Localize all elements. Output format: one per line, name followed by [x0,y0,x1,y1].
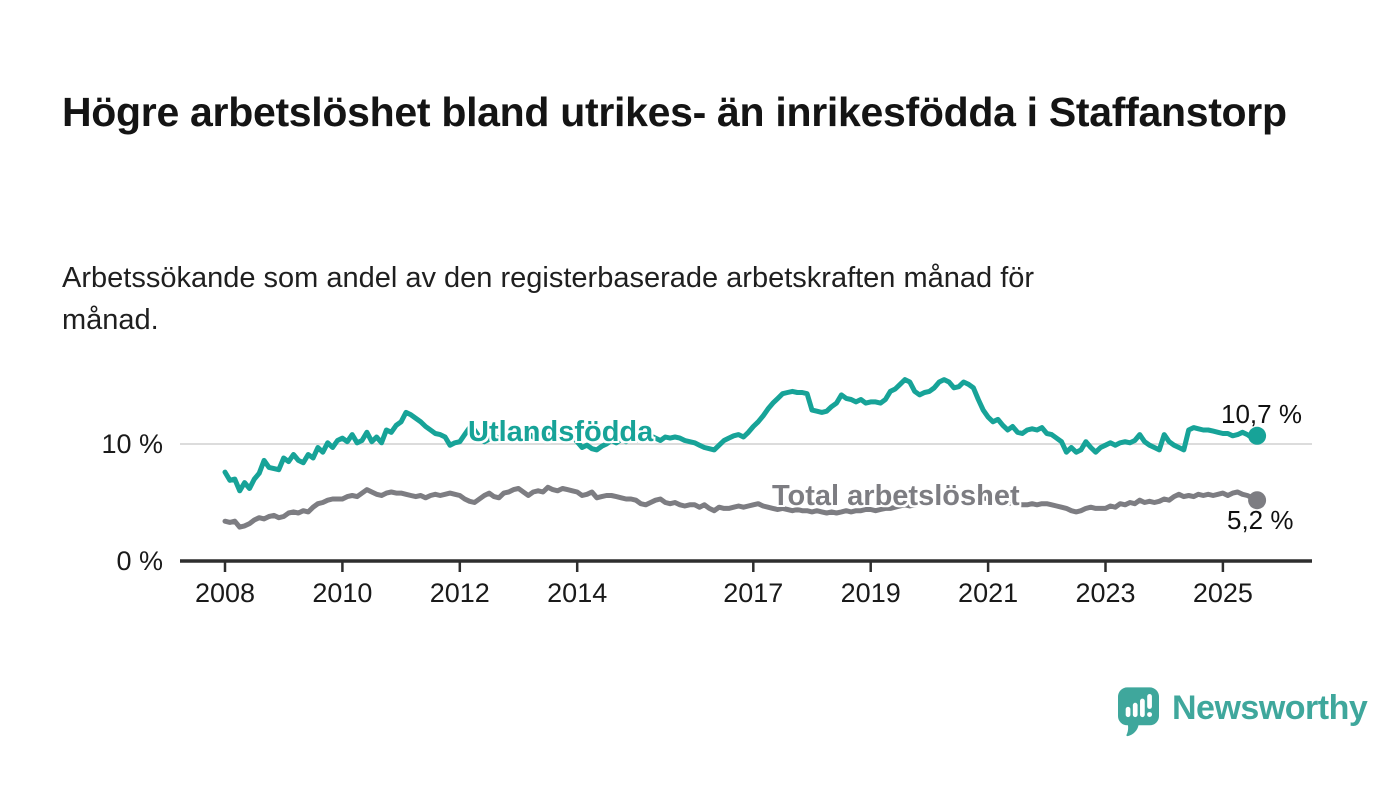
y-axis-tick-label-10: 10 % [101,429,163,459]
x-axis-tick-label-2021: 2021 [958,578,1018,608]
series-line-total [222,484,1260,530]
newsworthy-logo-text: Newsworthy [1172,689,1368,727]
x-axis-tick-label-2010: 2010 [312,578,372,608]
exclamation-bar [1147,694,1152,709]
bar-2 [1132,702,1138,718]
bar-3 [1140,698,1145,718]
bar-1 [1125,706,1131,718]
x-axis-tick-label-2017: 2017 [723,578,783,608]
x-axis-tick-label-2019: 2019 [841,578,901,608]
x-axis-tick-label-2014: 2014 [547,578,607,608]
x-axis-tick-label-2025: 2025 [1193,578,1253,608]
x-axis-tick-label-2008: 2008 [195,578,255,608]
end-value-label-total-arbetsloshet: 5,2 % [1227,505,1294,535]
series-label-utlandsfodda: Utlandsfödda [468,416,654,448]
x-axis-tick-label-2012: 2012 [430,578,490,608]
bar-chart-speech-bubble-icon [1118,687,1159,737]
page-subtitle: Arbetssökande som andel av den registerb… [62,262,1035,337]
series-end-dot-utlandsfodda [1248,426,1267,445]
page-title: Högre arbetslöshet bland utrikes- än inr… [62,89,1287,136]
x-axis-tick-label-2023: 2023 [1075,578,1135,608]
end-value-label-utlandsfodda: 10,7 % [1221,399,1302,429]
y-axis-tick-label-0: 0 % [116,546,163,576]
speech-bubble-shape [1118,687,1159,737]
series-end-dot-total [1248,491,1267,510]
series-label-total-arbetsloshet: Total arbetslöshet [772,480,1020,512]
exclamation-dot [1147,712,1153,717]
newsworthy-logo: Newsworthy [1118,687,1368,739]
series-line-utlandsfodda [222,377,1260,494]
